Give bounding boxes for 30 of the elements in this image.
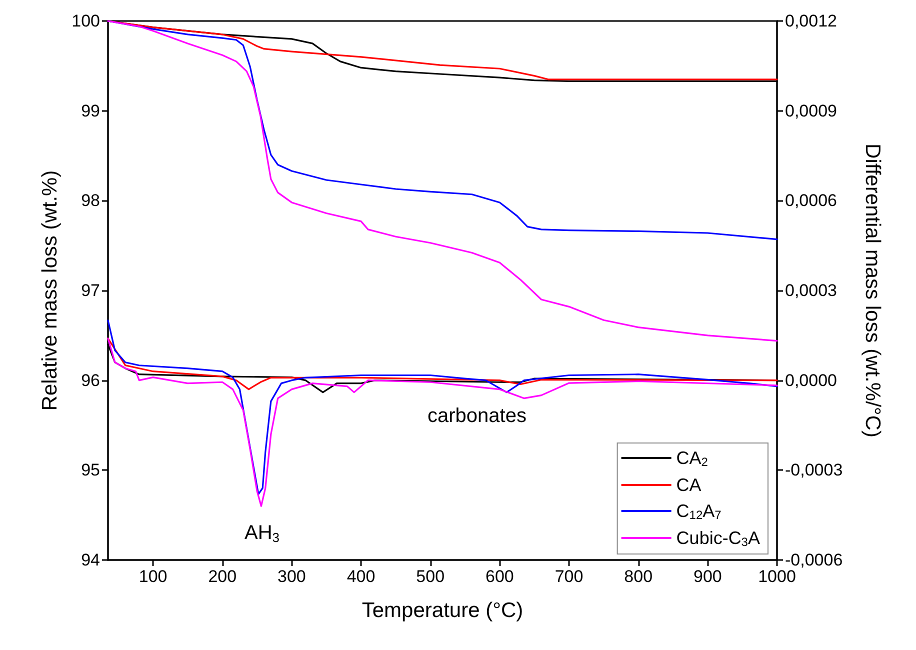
- y2-tick-label: 0,0006: [785, 191, 837, 210]
- y-tick-label: 100: [72, 12, 100, 30]
- annotation: carbonates: [428, 405, 526, 427]
- x-tick-label: 900: [693, 567, 722, 586]
- line-series: [107, 338, 778, 390]
- y2-tick-label: -0,0006: [785, 550, 843, 570]
- x-axis-title: Temperature (°C): [362, 599, 524, 622]
- legend-label: CA: [676, 475, 702, 495]
- x-tick-label: 800: [624, 567, 653, 586]
- x-tick-label: 300: [278, 567, 306, 586]
- y2-axis-title: Differential mass loss (wt.%/°C): [861, 144, 884, 438]
- y2-tick-label: 0,0009: [785, 101, 837, 120]
- y-tick-label: 95: [81, 460, 100, 480]
- x-tick-label: 600: [486, 567, 514, 586]
- y2-tick-label: 0,0003: [785, 281, 837, 300]
- y-tick-label: 99: [81, 101, 100, 120]
- x-tick-label: 500: [416, 567, 445, 586]
- y2-tick-label: 0,0012: [785, 12, 837, 30]
- y-tick-label: 94: [81, 550, 100, 570]
- x-tick-label: 400: [346, 567, 376, 586]
- y-axis-title: Relative mass loss (wt.%): [38, 170, 62, 411]
- x-tick-label: 200: [208, 567, 237, 586]
- y-tick-label: 96: [81, 370, 100, 390]
- y2-tick-label: -0,0003: [785, 460, 843, 480]
- x-tick-label: 700: [554, 567, 584, 586]
- y-tick-label: 98: [81, 191, 100, 210]
- y2-tick-label: 0,0000: [785, 370, 837, 390]
- y-tick-label: 97: [81, 281, 100, 300]
- x-tick-label: 100: [138, 567, 168, 586]
- x-tick-label: 1000: [758, 567, 796, 586]
